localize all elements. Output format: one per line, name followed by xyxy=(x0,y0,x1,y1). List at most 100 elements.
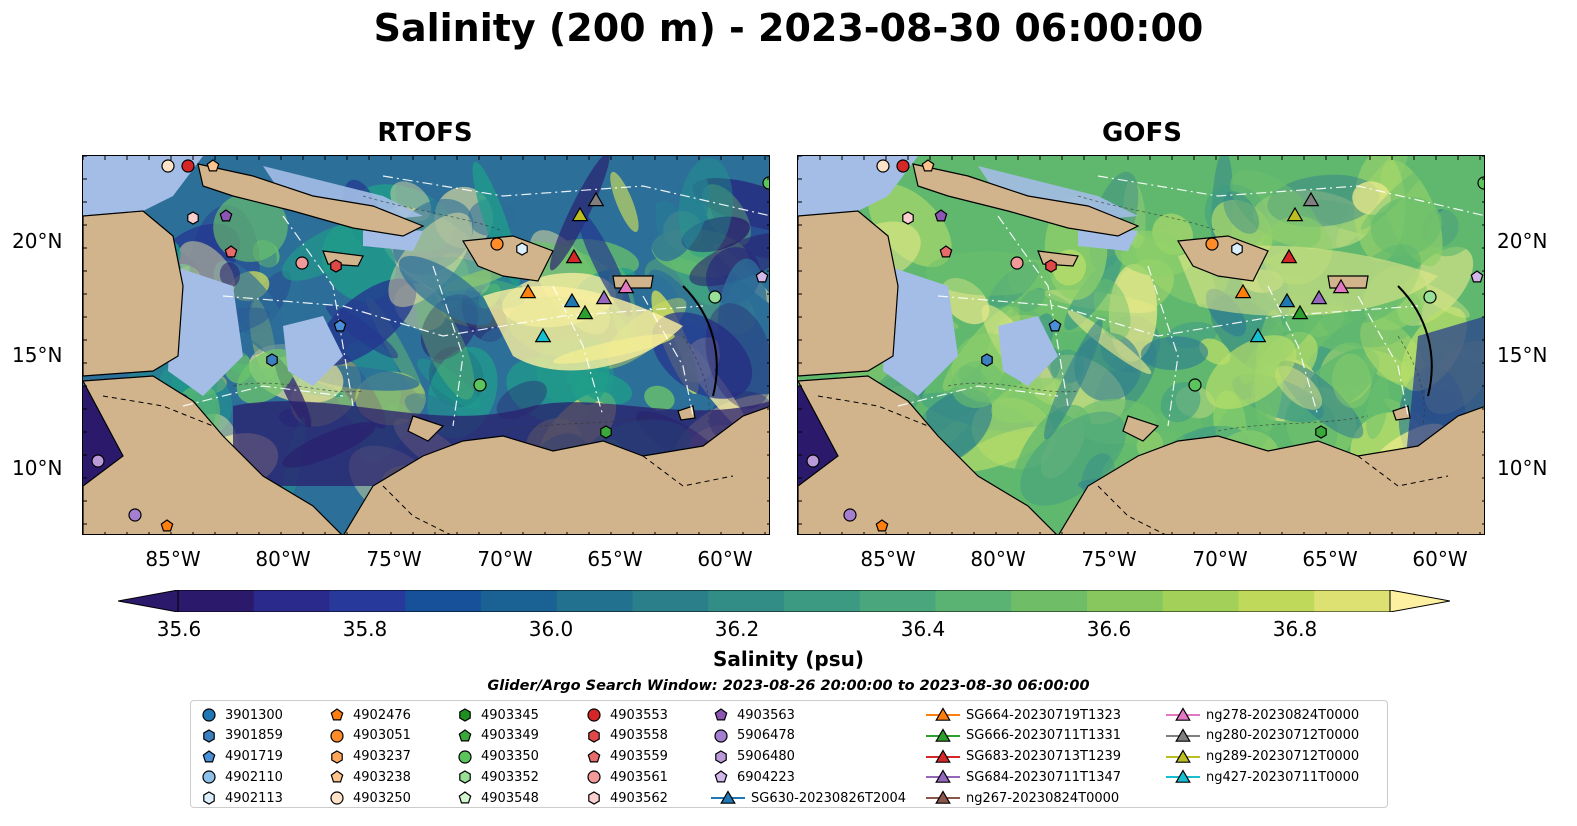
hexagon-marker-icon xyxy=(588,729,600,743)
legend-item: 4903563 xyxy=(711,705,795,725)
observation-marker xyxy=(206,159,220,172)
legend-label: 4903051 xyxy=(353,728,411,744)
observation-marker xyxy=(1332,278,1350,294)
legend-label: 4902113 xyxy=(225,790,283,806)
lon-label: 75°W xyxy=(1081,547,1137,571)
circle-marker-icon xyxy=(202,770,216,784)
legend-item: 3901300 xyxy=(199,705,283,725)
observation-marker xyxy=(1470,270,1484,283)
glider-track-marker-icon xyxy=(711,790,745,804)
observation-marker xyxy=(1315,425,1327,439)
colorbar xyxy=(117,589,1451,613)
legend-label: SG684-20230711T1347 xyxy=(966,769,1122,785)
legend-marker xyxy=(588,791,600,805)
legend-item: 4903352 xyxy=(455,767,539,787)
legend-label: ng427-20230711T0000 xyxy=(1206,769,1360,785)
colorbar-graphic xyxy=(117,589,1451,613)
lat-label-left: 20°N xyxy=(12,229,63,253)
colorbar-tick: 36.6 xyxy=(1086,617,1132,641)
lon-label: 80°W xyxy=(255,547,311,571)
observation-marker xyxy=(161,159,175,173)
observation-marker xyxy=(576,304,594,320)
colorbar-segment xyxy=(632,590,709,612)
lon-label: 85°W xyxy=(145,547,201,571)
figure-title: Salinity (200 m) - 2023-08-30 06:00:00 xyxy=(373,6,1204,50)
legend-item: 4903558 xyxy=(584,726,668,746)
legend-item: ng267-20230824T0000 xyxy=(926,788,1119,808)
pentagon-marker-icon xyxy=(714,708,728,721)
circle-marker-icon xyxy=(714,729,728,743)
legend-item: 5906478 xyxy=(711,726,795,746)
circle-marker-icon xyxy=(330,791,344,805)
legend-item: 4903350 xyxy=(455,747,539,767)
lon-label: 60°W xyxy=(1412,547,1468,571)
legend-marker xyxy=(935,728,951,742)
legend-label: 4903345 xyxy=(481,707,539,723)
legend-marker xyxy=(331,749,343,764)
legend-marker xyxy=(202,749,216,763)
legend-marker xyxy=(202,770,216,784)
observation-marker xyxy=(565,248,583,264)
legend-item: 4903238 xyxy=(327,767,411,787)
salinity-field xyxy=(83,156,769,534)
colorbar-segment xyxy=(481,590,558,612)
legend-marker xyxy=(935,707,951,721)
legend-marker xyxy=(458,729,472,742)
observation-marker xyxy=(1291,304,1309,320)
legend-marker xyxy=(935,748,951,763)
legend-marker xyxy=(715,749,727,764)
lon-label: 70°W xyxy=(477,547,533,571)
legend-marker xyxy=(714,729,728,743)
observation-marker xyxy=(571,206,589,222)
colorbar-segment xyxy=(1314,590,1391,612)
colorbar-segment xyxy=(935,590,1012,612)
legend-item: 4902113 xyxy=(199,788,283,808)
observation-marker xyxy=(806,454,820,468)
lon-label: 65°W xyxy=(587,547,643,571)
legend-label: 4903350 xyxy=(481,749,539,765)
colorbar-segment xyxy=(253,590,330,612)
observation-marker xyxy=(617,278,635,294)
legend-marker xyxy=(458,749,472,764)
observation-marker xyxy=(939,245,953,258)
legend-label: 4903250 xyxy=(353,790,411,806)
observation-marker xyxy=(896,159,910,173)
legend-item: 4903553 xyxy=(584,705,668,725)
legend-marker xyxy=(330,729,344,743)
lon-label: 60°W xyxy=(697,547,753,571)
legend-label: 4903553 xyxy=(610,707,668,723)
observation-marker xyxy=(128,508,142,522)
observation-marker xyxy=(600,425,612,439)
legend-item: ng427-20230711T0000 xyxy=(1166,767,1359,787)
colorbar-segment xyxy=(1238,590,1315,612)
legend-item: 4903250 xyxy=(327,788,411,808)
map-gofs xyxy=(797,155,1485,535)
legend-item: 6904223 xyxy=(711,767,795,787)
legend-marker xyxy=(203,791,215,805)
observation-marker xyxy=(1010,256,1024,270)
legend-label: SG666-20230711T1331 xyxy=(966,728,1122,744)
colorbar-tick: 35.8 xyxy=(342,617,388,641)
legend-marker xyxy=(459,770,471,785)
observation-marker xyxy=(473,378,487,392)
observation-marker xyxy=(330,259,342,273)
hexagon-marker-icon xyxy=(331,749,343,764)
observation-marker xyxy=(160,519,174,532)
search-window-text: Glider/Argo Search Window: 2023-08-26 20… xyxy=(487,678,1090,694)
legend-item: 4903345 xyxy=(455,705,539,725)
hexagon-marker-icon xyxy=(459,708,471,722)
legend-marker xyxy=(587,749,601,763)
pentagon-marker-icon xyxy=(330,708,344,721)
colorbar-tick: 36.8 xyxy=(1272,617,1318,641)
observation-marker xyxy=(181,159,195,173)
observation-marker xyxy=(333,319,347,332)
map-rtofs xyxy=(82,155,770,535)
colorbar-tick: 36.2 xyxy=(714,617,760,641)
legend-item: SG630-20230826T2004 xyxy=(711,788,906,808)
salinity-field xyxy=(798,156,1484,534)
observation-marker xyxy=(224,245,238,258)
colorbar-segment xyxy=(1087,590,1164,612)
lon-label: 70°W xyxy=(1192,547,1248,571)
legend-item: 4902110 xyxy=(199,767,283,787)
hexagon-marker-icon xyxy=(459,770,471,785)
